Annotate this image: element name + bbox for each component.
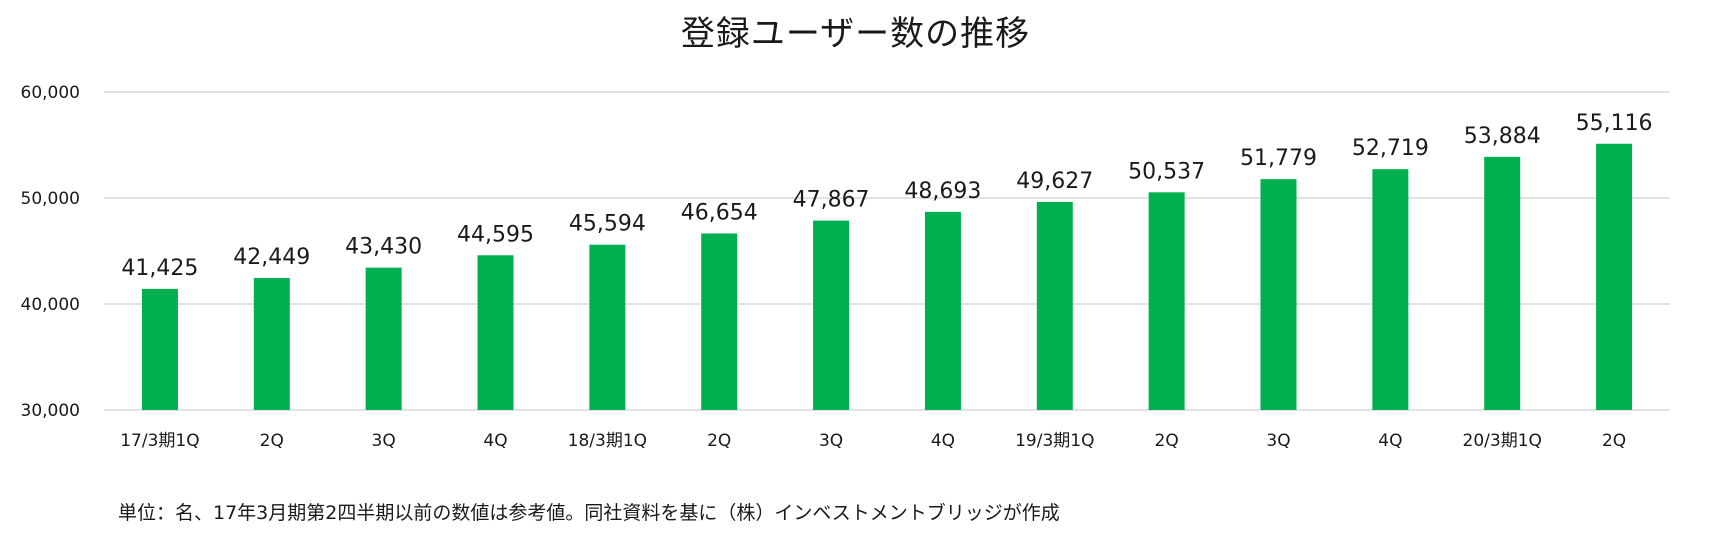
y-tick-label: 60,000 — [21, 83, 80, 103]
data-label: 41,425 — [121, 256, 198, 281]
y-tick-label: 30,000 — [21, 401, 80, 421]
data-label: 49,627 — [1016, 169, 1093, 194]
data-label: 53,884 — [1464, 124, 1541, 149]
gridlines — [104, 91, 1670, 411]
chart-note: 単位：名、17年3月期第2四半期以前の数値は参考値。同社資料を基に（株）インベス… — [118, 502, 1060, 524]
x-tick-label: 20/3期1Q — [1463, 431, 1542, 451]
bar — [253, 278, 290, 410]
x-tick-label: 3Q — [1266, 431, 1290, 451]
x-tick-label: 4Q — [931, 431, 955, 451]
x-tick-label: 2Q — [707, 431, 731, 451]
x-tick-label: 2Q — [1602, 431, 1626, 451]
data-label: 55,116 — [1576, 111, 1653, 136]
bar — [1036, 201, 1073, 410]
bar — [1372, 169, 1409, 410]
bar — [1260, 179, 1297, 410]
x-axis-tick-labels: 17/3期1Q 2Q 3Q 4Q 18/3期1Q 2Q 3Q 4Q 19/3期1Q 2Q 3Q 4Q 2… — [120, 431, 1626, 451]
chart-title: 登録ユーザー数の推移 — [680, 14, 1031, 54]
bar — [924, 211, 961, 410]
data-label: 50,537 — [1128, 159, 1205, 184]
bars — [141, 143, 1633, 411]
x-tick-label: 2Q — [1155, 431, 1179, 451]
data-label: 43,430 — [345, 235, 422, 260]
data-label: 47,867 — [793, 188, 870, 213]
y-tick-label: 50,000 — [21, 189, 80, 209]
data-label: 51,779 — [1240, 146, 1317, 171]
bar — [365, 267, 402, 410]
data-label: 46,654 — [681, 200, 758, 225]
x-tick-label: 4Q — [1378, 431, 1402, 451]
x-tick-label: 3Q — [372, 431, 396, 451]
data-label: 48,693 — [904, 179, 981, 204]
data-label: 52,719 — [1352, 136, 1429, 161]
bar — [1484, 156, 1521, 410]
bar — [1596, 143, 1633, 411]
data-label: 45,594 — [569, 212, 646, 237]
bar — [477, 255, 514, 410]
x-tick-label: 3Q — [819, 431, 843, 451]
x-tick-label: 19/3期1Q — [1015, 431, 1094, 451]
data-label: 44,595 — [457, 222, 534, 247]
y-axis-tick-labels: 30,000 40,000 50,000 60,000 — [21, 83, 80, 421]
data-labels: 41,425 42,449 43,430 44,595 45,594 46,654 47,8… — [121, 111, 1652, 281]
bar — [589, 244, 626, 410]
x-tick-label: 4Q — [483, 431, 507, 451]
x-tick-label: 17/3期1Q — [120, 431, 199, 451]
bar — [701, 233, 738, 410]
y-tick-label: 40,000 — [21, 295, 80, 315]
bar — [141, 288, 178, 410]
bar — [813, 220, 850, 410]
x-tick-label: 18/3期1Q — [568, 431, 647, 451]
data-label: 42,449 — [233, 245, 310, 270]
x-tick-label: 2Q — [260, 431, 284, 451]
bar — [1148, 192, 1185, 410]
